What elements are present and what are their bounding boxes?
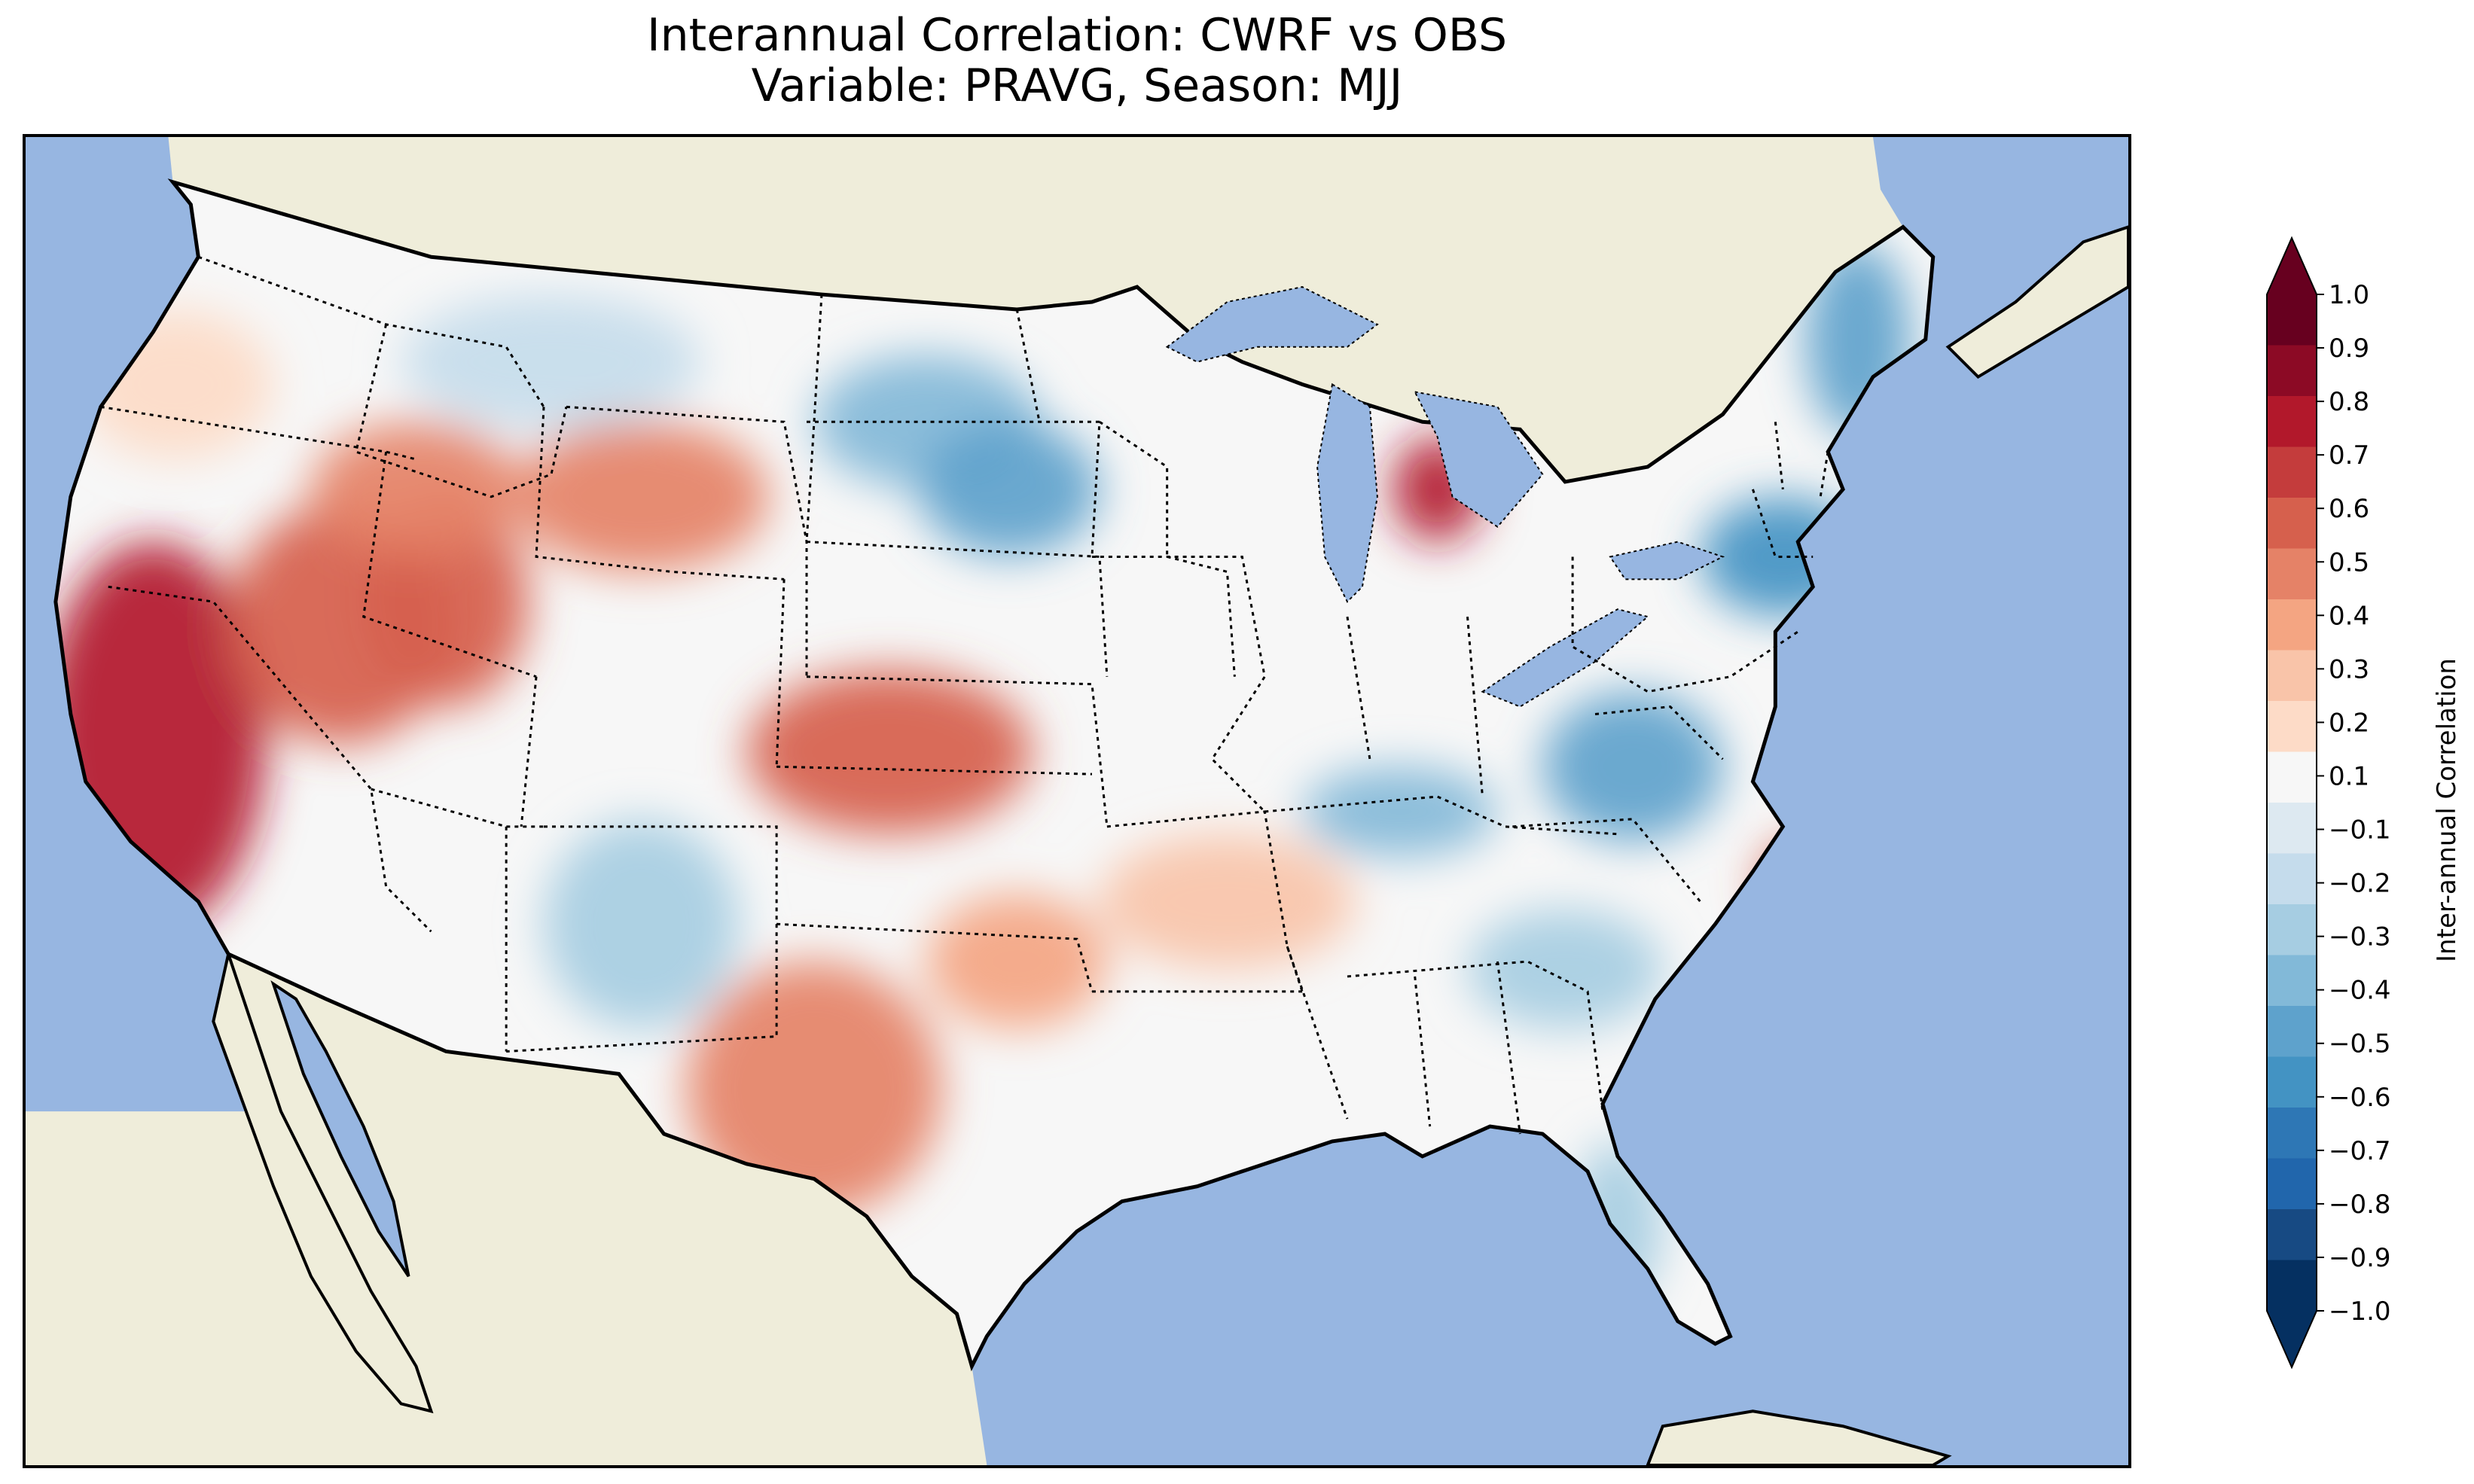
- colorbar-tick-label: 0.6: [2329, 494, 2369, 524]
- colorbar-tick-label: −0.4: [2329, 976, 2391, 1006]
- gulf-of-california: [270, 980, 410, 1278]
- colorbar-tick-label: −0.8: [2329, 1190, 2391, 1220]
- nova-scotia: [1945, 225, 2128, 379]
- correlation-region: [1760, 841, 1836, 932]
- title-line-1: Interannual Correlation: CWRF vs OBS: [646, 9, 1508, 62]
- colorbar-segment: [2267, 446, 2317, 498]
- colorbar-segment: [2267, 345, 2317, 397]
- colorbar-segment: [2267, 803, 2317, 854]
- colorbar-tick-label: 0.5: [2329, 547, 2369, 577]
- colorbar-tick-label: −0.7: [2329, 1136, 2391, 1166]
- correlation-region: [1542, 691, 1723, 842]
- correlation-region: [310, 422, 522, 557]
- correlation-region: [78, 309, 274, 460]
- correlation-region: [1467, 909, 1663, 1029]
- colorbar-segment: [2267, 701, 2317, 752]
- lake-ontario: [1609, 541, 1725, 580]
- canada-land: [168, 137, 1903, 482]
- correlation-region: [746, 669, 1033, 834]
- correlation-region: [926, 894, 1107, 1029]
- cuba-island: [1646, 1409, 1952, 1465]
- correlation-region: [1573, 1141, 1663, 1306]
- colorbar-tick-label: −0.1: [2329, 815, 2391, 846]
- colorbar-segment: [2267, 955, 2317, 1007]
- plot-title: Interannual Correlation: CWRF vs OBS Var…: [23, 9, 2131, 113]
- colorbar-segment: [2267, 650, 2317, 702]
- correlation-region: [514, 422, 770, 572]
- colorbar-segment: [2267, 498, 2317, 549]
- title-line-2: Variable: PRAVG, Season: MJJ: [751, 59, 1403, 113]
- colorbar-segment: [2267, 1056, 2317, 1108]
- colorbar: 1.0 0.9 0.8 0.7 0.6 0.5 0.4 0.3 0.2 0.1 −0.1 −0.2 −0…: [2266, 236, 2462, 1370]
- map-frame: [23, 134, 2131, 1468]
- colorbar-tick-label: 0.7: [2329, 440, 2369, 471]
- colorbar-segment: [2267, 1209, 2317, 1260]
- colorbar-label: Inter-annual Correlation: [2432, 658, 2462, 962]
- colorbar-tick-label: 0.4: [2329, 601, 2369, 631]
- correlation-region: [544, 818, 740, 1029]
- colorbar-segment: [2267, 294, 2317, 346]
- correlation-region: [1099, 833, 1355, 969]
- colorbar-segment: [2267, 1006, 2317, 1057]
- baja-peninsula: [212, 948, 434, 1414]
- colorbar-tick-label: 0.2: [2329, 708, 2369, 738]
- colorbar-tick-label: 1.0: [2329, 280, 2369, 310]
- colorbar-segment: [2267, 904, 2317, 955]
- great-lakes: [1165, 286, 1725, 708]
- correlation-region: [1302, 766, 1498, 857]
- colorbar-segment: [2267, 396, 2317, 447]
- colorbar-tick-label: −1.0: [2329, 1297, 2391, 1327]
- lake-michigan: [1316, 382, 1378, 603]
- correlation-region: [686, 961, 942, 1217]
- colorbar-tick-label: 0.9: [2329, 334, 2369, 364]
- colorbar-tick-label: −0.9: [2329, 1243, 2391, 1273]
- colorbar-tick-label: 0.1: [2329, 761, 2369, 791]
- colorbar-segment: [2267, 853, 2317, 905]
- correlation-region: [401, 294, 702, 430]
- lake-huron: [1413, 391, 1544, 528]
- map-canvas: [26, 137, 2128, 1465]
- state-borders: [100, 255, 1829, 1135]
- colorbar-segment: [2267, 548, 2317, 600]
- colorbar-tick-label: 0.3: [2329, 654, 2369, 684]
- colorbar-segment: [2267, 1158, 2317, 1210]
- colorbar-tick-label: −0.6: [2329, 1083, 2391, 1113]
- lake-erie: [1481, 608, 1649, 708]
- colorbar-segment: [2267, 751, 2317, 803]
- lake-superior: [1165, 286, 1379, 363]
- colorbar-extend-min: [2267, 1311, 2317, 1367]
- colorbar-segment: [2267, 1108, 2317, 1159]
- colorbar-tick-label: −0.5: [2329, 1029, 2391, 1059]
- correlation-region: [919, 422, 1100, 557]
- colorbar-extend-max: [2267, 238, 2317, 294]
- land-layer: [26, 137, 2128, 1465]
- colorbar-tick-label: −0.2: [2329, 869, 2391, 899]
- colorbar-tick-label: 0.8: [2329, 387, 2369, 417]
- colorbar-segment: [2267, 599, 2317, 651]
- colorbar-tick-label: −0.3: [2329, 922, 2391, 952]
- colorbar-segment: [2267, 1260, 2317, 1312]
- correlation-region: [1700, 496, 1865, 617]
